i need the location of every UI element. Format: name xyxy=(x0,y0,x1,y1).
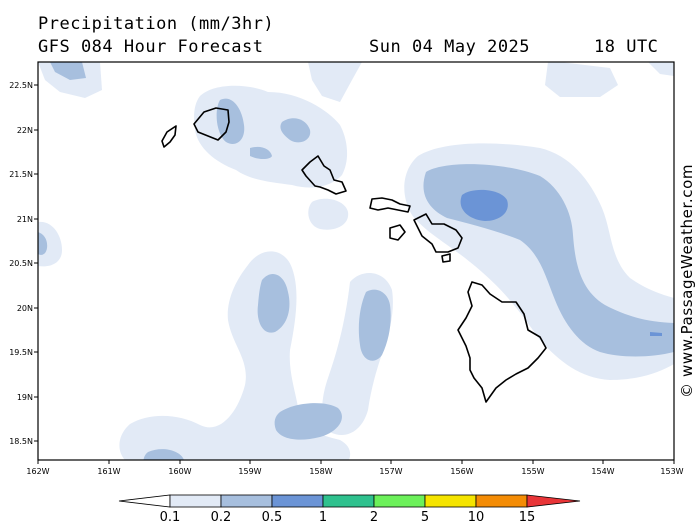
precip-dark xyxy=(460,189,662,336)
colorbar-swatch xyxy=(220,494,273,508)
colorbar-label: 0.5 xyxy=(262,510,283,525)
lon-tick-label: 157W xyxy=(379,467,402,476)
lat-tick-label: 18.5N xyxy=(9,437,33,446)
island-lanai xyxy=(389,224,406,241)
lon-tick-label: 162W xyxy=(26,467,49,476)
lon-tick-label: 156W xyxy=(450,467,473,476)
colorbar-swatch xyxy=(526,494,581,508)
colorbar-label: 15 xyxy=(519,510,536,525)
colorbar-label: 1 xyxy=(319,510,327,525)
lon-tick-label: 155W xyxy=(521,467,544,476)
hawaiian-islands xyxy=(161,107,547,403)
colorbar-swatch xyxy=(373,494,426,508)
forecast-date: Sun 04 May 2025 xyxy=(369,37,531,57)
colorbar-swatch xyxy=(424,494,477,508)
lon-tick-label: 161W xyxy=(97,467,120,476)
lon-tick-label: 153W xyxy=(660,467,683,476)
map-frame xyxy=(37,61,675,461)
island-kauai xyxy=(193,107,230,141)
colorbar-label: 0.1 xyxy=(160,510,181,525)
longitude-axis: 162W 161W 160W 159W 158W 157W 156W 155W … xyxy=(26,460,684,476)
island-hawaii xyxy=(457,281,547,403)
lat-tick-label: 21.5N xyxy=(9,170,33,179)
colorbar-label: 2 xyxy=(370,510,378,525)
colorbar-swatch xyxy=(118,494,171,508)
colorbar-label: 10 xyxy=(468,510,485,525)
lat-tick-label: 22.5N xyxy=(9,81,33,90)
lon-tick-label: 158W xyxy=(309,467,332,476)
colorbar-label: 5 xyxy=(421,510,429,525)
lat-tick-label: 21N xyxy=(17,215,33,224)
island-oahu xyxy=(301,155,347,195)
lat-tick-label: 19.5N xyxy=(9,348,33,357)
chart-title: Precipitation (mm/3hr) xyxy=(38,14,275,34)
island-kahoolawe xyxy=(441,253,451,263)
colorbar-label: 0.2 xyxy=(211,510,232,525)
island-niihau xyxy=(161,125,177,148)
precip-field xyxy=(38,62,674,460)
forecast-time: 18 UTC xyxy=(594,37,659,57)
colorbar-swatch xyxy=(322,494,375,508)
colorbar-swatch xyxy=(169,494,222,508)
lat-tick-label: 20.5N xyxy=(9,259,33,268)
colorbar-swatch xyxy=(271,494,324,508)
lat-tick-label: 19N xyxy=(17,393,33,402)
lat-tick-label: 22N xyxy=(17,126,33,135)
colorbar: 0.1 0.2 0.5 1 2 5 10 15 xyxy=(118,494,581,525)
latitude-axis: 22.5N 22N 21.5N 21N 20.5N 20N 19.5N 19N … xyxy=(9,81,38,446)
colorbar-swatch xyxy=(475,494,528,508)
forecast-subtitle: GFS 084 Hour Forecast xyxy=(38,37,264,57)
lon-tick-label: 154W xyxy=(591,467,614,476)
lat-tick-label: 20N xyxy=(17,304,33,313)
lon-tick-label: 160W xyxy=(168,467,191,476)
island-maui xyxy=(413,213,463,253)
island-molokai xyxy=(369,197,411,213)
lon-tick-label: 159W xyxy=(238,467,261,476)
